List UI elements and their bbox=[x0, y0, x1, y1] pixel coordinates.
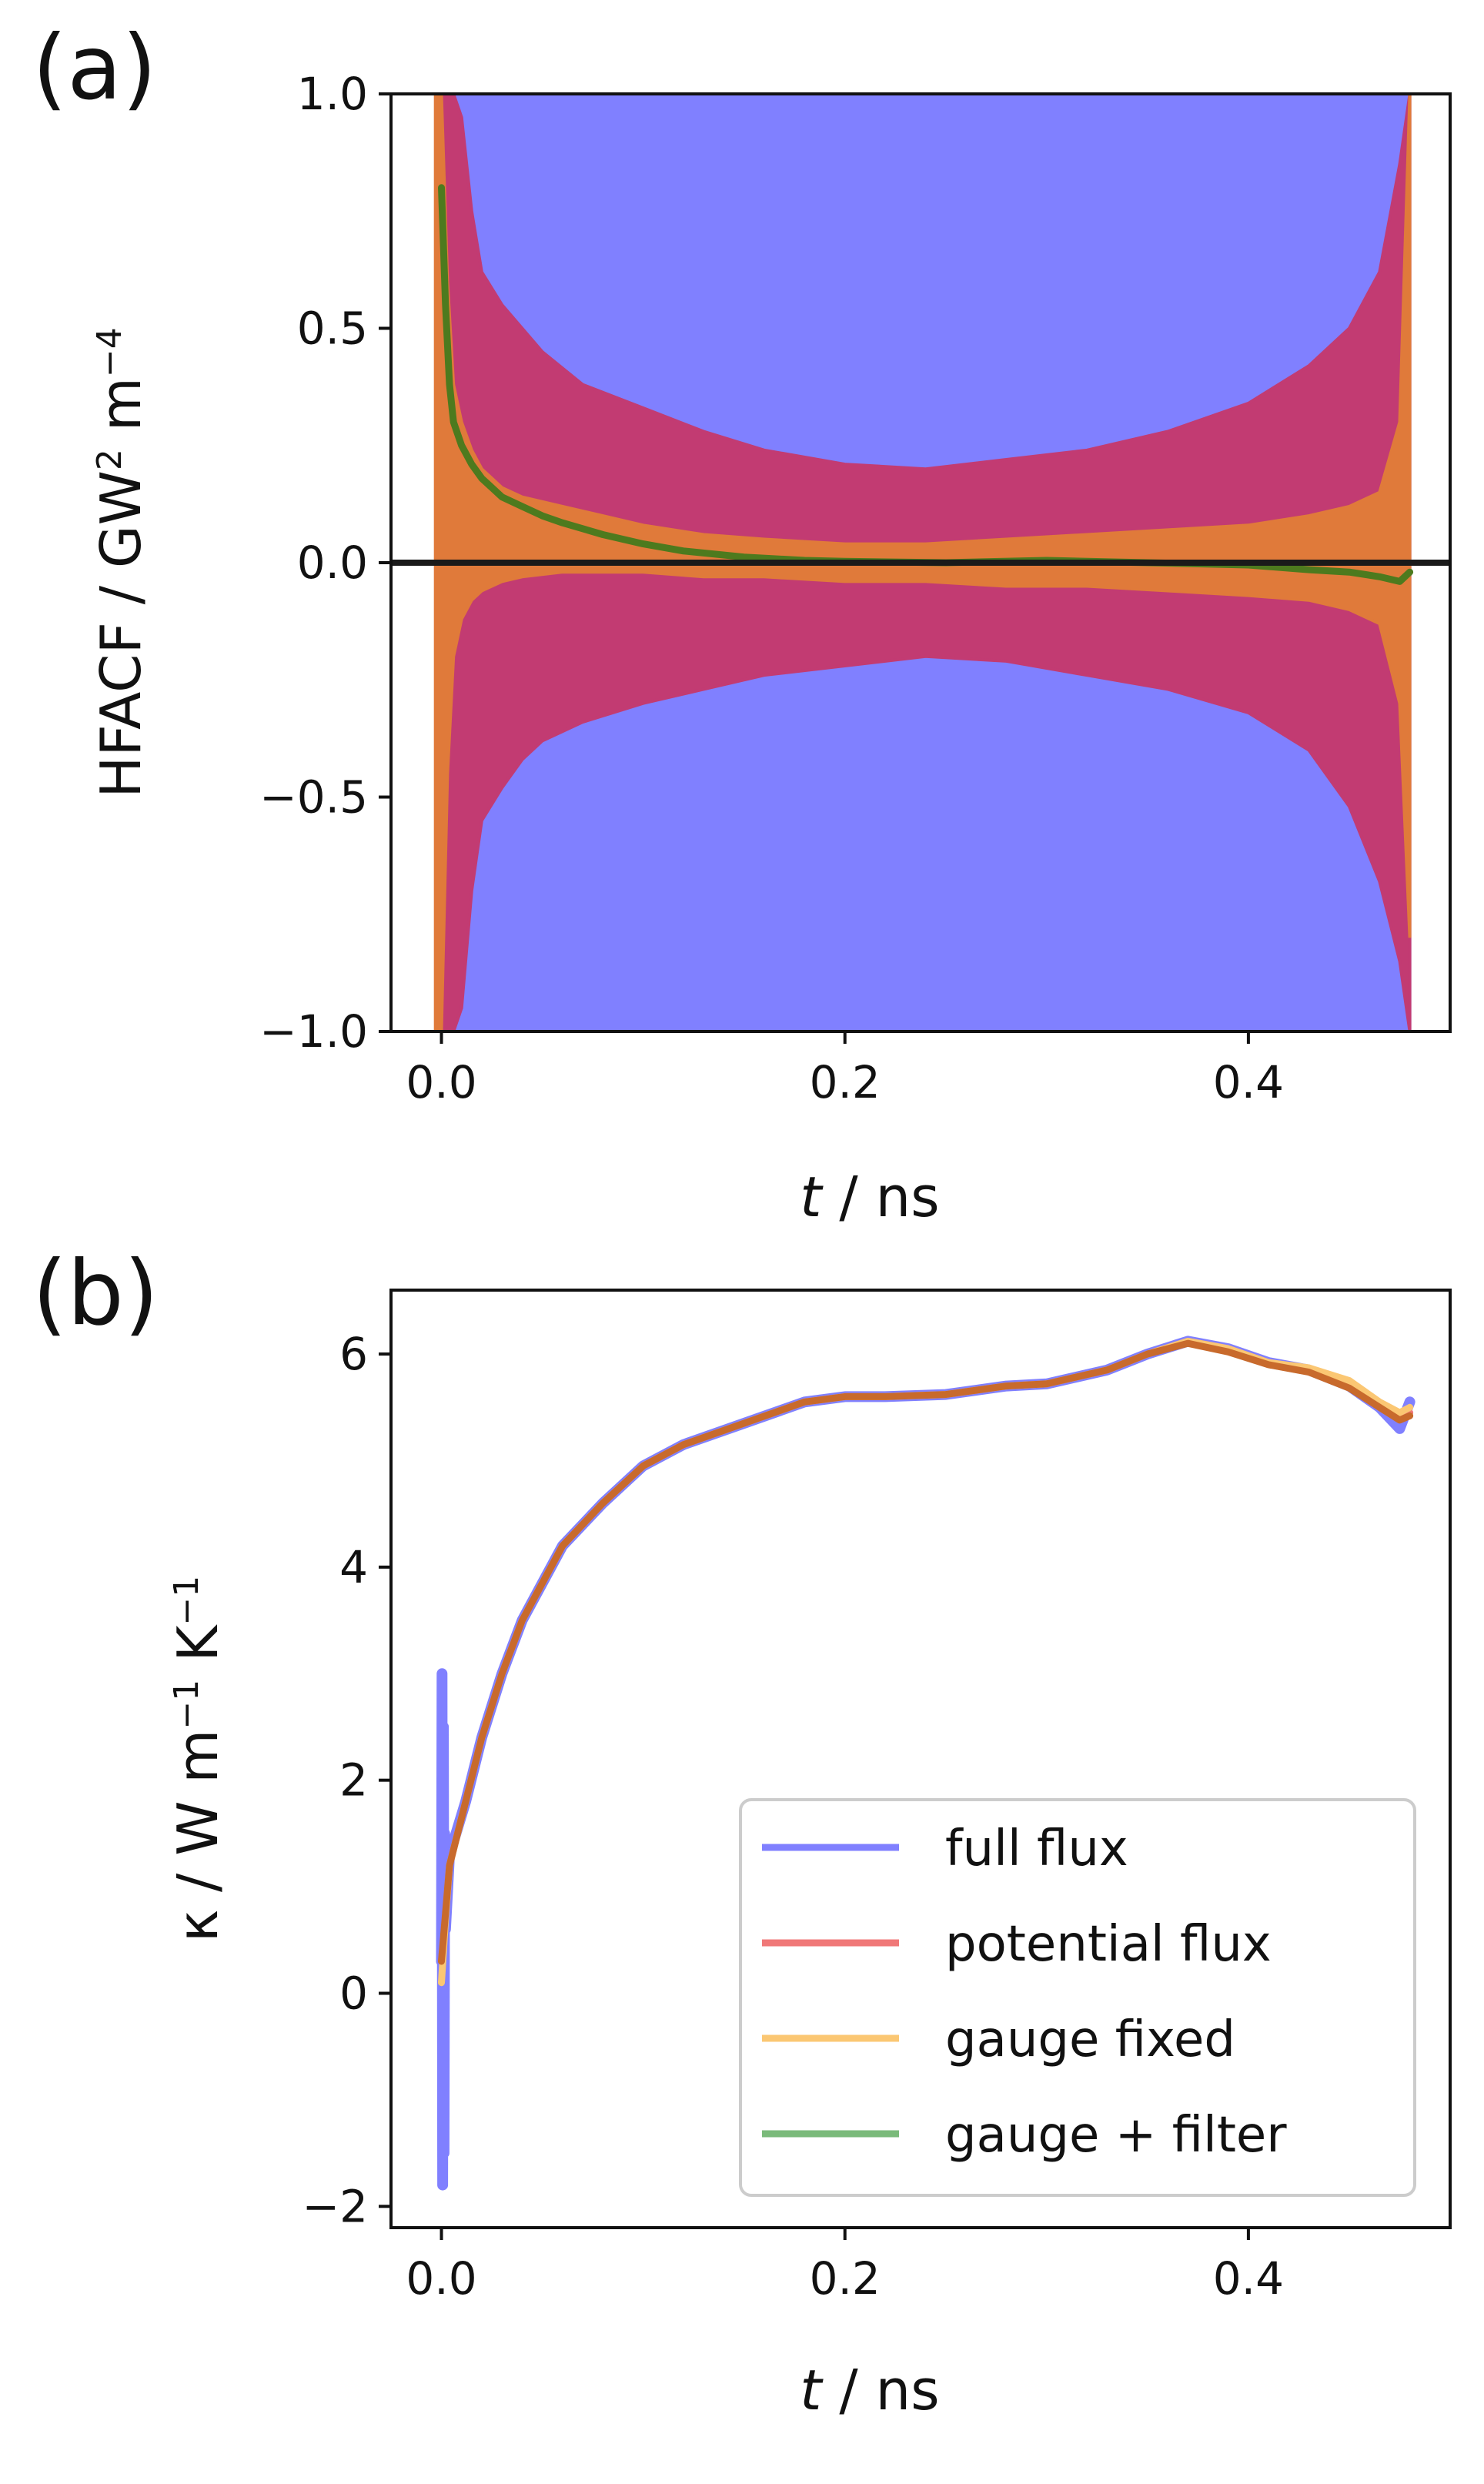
panel-a-y-tick-label: 0.5 bbox=[297, 303, 368, 355]
panel-b-x-tick-label: 0.0 bbox=[406, 2252, 476, 2305]
panel-a-label: (a) bbox=[32, 16, 157, 120]
panel-a-y-tick-label: 1.0 bbox=[297, 68, 368, 120]
panel-b-y-tick-label: −2 bbox=[302, 2180, 369, 2232]
panel-a-y-ticks: 1.0 0.5 0.0 −0.5 −1.0 bbox=[259, 68, 391, 1058]
panel-a-y-tick-label: −1.0 bbox=[259, 1005, 368, 1058]
panel-b-x-tick-label: 0.2 bbox=[810, 2252, 881, 2305]
panel-b-x-label: t / ns bbox=[800, 2358, 939, 2422]
legend-box bbox=[739, 1798, 1416, 2197]
legend-entry-gauge-filter: gauge + filter bbox=[762, 2107, 1287, 2164]
panel-b-label: (b) bbox=[32, 1242, 159, 1346]
legend-label-full-flux: full flux bbox=[945, 1820, 1128, 1877]
panel-a-x-ticks: 0.0 0.2 0.4 bbox=[406, 1031, 1284, 1108]
legend-entry-potential-flux: potential flux bbox=[762, 1916, 1272, 1973]
panel-a-plot-area bbox=[391, 94, 1450, 1031]
legend-label-gauge-filter: gauge + filter bbox=[945, 2107, 1287, 2164]
legend-entry-full-flux: full flux bbox=[762, 1820, 1128, 1877]
panel-a-series-gauge-filter-line bbox=[438, 184, 1414, 585]
panel-b-series-gauge-filter-line bbox=[438, 1339, 1414, 1965]
panel-b-y-tick-label: 2 bbox=[339, 1754, 368, 1807]
panel-b-x-tick-label: 0.4 bbox=[1213, 2252, 1284, 2305]
panel-b-y-label: κ / W m−1 K−1 bbox=[165, 1576, 230, 1943]
panel-a-x-tick-label: 0.0 bbox=[406, 1056, 476, 1108]
panel-a-y-tick-label: −0.5 bbox=[259, 771, 368, 824]
panel-b: (b) 6 4 2 0 −2 0.0 0.2 0.4 t / ns κ / W m−1 K−… bbox=[32, 1242, 1452, 2422]
panel-b-frame bbox=[389, 1289, 1452, 2229]
panel-b-y-tick-label: 0 bbox=[339, 1967, 368, 2020]
legend: full flux potential flux gauge fixed gau… bbox=[739, 1798, 1416, 2197]
panel-a: (a) 1.0 0.5 0.0 −0.5 −1.0 0.0 0.2 0.4 t / ns H… bbox=[32, 16, 1452, 1229]
panel-a-x-label: t / ns bbox=[800, 1165, 939, 1229]
legend-label-gauge-fixed: gauge fixed bbox=[945, 2011, 1235, 2068]
panel-a-y-tick-label: 0.0 bbox=[297, 537, 368, 589]
legend-label-potential-flux: potential flux bbox=[945, 1916, 1272, 1973]
panel-a-y-label: HFACF / GW2 m−4 bbox=[89, 327, 153, 798]
panel-b-y-ticks: 6 4 2 0 −2 bbox=[302, 1328, 391, 2232]
legend-entry-gauge-fixed: gauge fixed bbox=[762, 2011, 1235, 2068]
panel-b-x-ticks: 0.0 0.2 0.4 bbox=[406, 2228, 1284, 2305]
panel-b-y-tick-label: 4 bbox=[339, 1541, 368, 1593]
panel-a-x-tick-label: 0.2 bbox=[810, 1056, 881, 1108]
panel-b-y-tick-label: 6 bbox=[339, 1328, 368, 1380]
panel-a-x-tick-label: 0.4 bbox=[1213, 1056, 1284, 1108]
panel-b-plot-area bbox=[436, 1336, 1415, 2191]
